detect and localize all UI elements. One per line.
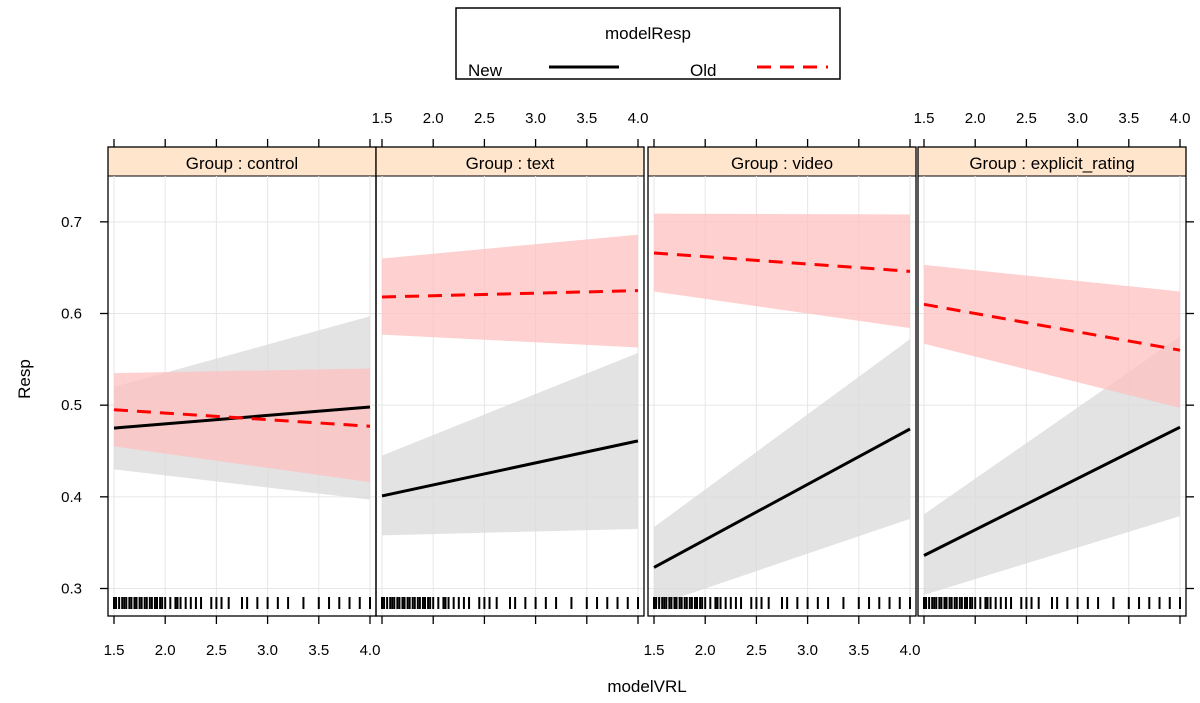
x-tick-label: 1.5 — [914, 110, 935, 127]
ci-band-old — [114, 368, 370, 483]
panel-border — [375, 146, 645, 617]
ci-band-old — [654, 213, 910, 329]
x-tick-label: 3.5 — [1118, 110, 1139, 127]
x-tick-label: 2.5 — [206, 642, 227, 659]
axes: 1.5 2.0 2.5 3.0 3.5 4.0 1.5 2.0 2.5 3.0 3.5 4.0 1.5 2… — [61, 110, 1194, 659]
panel-4: Group : explicit_rating — [917, 146, 1187, 617]
panel-3: Group : video — [647, 146, 917, 617]
x-tick-label: 3.0 — [1067, 110, 1088, 127]
ci-band-new — [382, 352, 638, 536]
panel-strip — [917, 146, 1187, 177]
x-tick-label: 2.0 — [695, 642, 716, 659]
y-tick-label: 0.5 — [61, 397, 82, 414]
panel-strip-label: Group : video — [731, 154, 833, 173]
series-line-old — [653, 251, 911, 273]
ci-band-new — [924, 336, 1180, 595]
panels: Group : control Group : text Group : video… — [107, 146, 1187, 617]
x-tick-label: 1.5 — [372, 110, 393, 127]
series-line-old — [113, 408, 371, 428]
ci-band-old — [924, 264, 1180, 408]
x-tick-label: 4.0 — [900, 642, 921, 659]
x-tick-label: 2.5 — [1016, 110, 1037, 127]
x-axis-label: modelVRL — [607, 677, 686, 696]
panel-border — [647, 146, 917, 617]
x-tick-label: 1.5 — [104, 642, 125, 659]
panel-1: Group : control — [107, 146, 377, 617]
x-tick-label: 3.5 — [308, 642, 329, 659]
ci-band-old — [382, 234, 638, 348]
series-line-old — [923, 302, 1181, 352]
x-tick-label: 2.5 — [474, 110, 495, 127]
panel-border — [917, 146, 1187, 617]
series-line-new — [381, 439, 639, 498]
legend-box — [455, 7, 841, 80]
legend-title: modelResp — [605, 24, 691, 43]
x-tick-label: 3.0 — [257, 642, 278, 659]
x-tick-label: 4.0 — [628, 110, 649, 127]
x-tick-label: 3.5 — [848, 642, 869, 659]
x-tick-label: 2.0 — [423, 110, 444, 127]
x-tick-label: 4.0 — [1170, 110, 1191, 127]
y-axis-label: Resp — [15, 359, 34, 399]
x-tick-label: 3.5 — [576, 110, 597, 127]
x-tick-label: 4.0 — [360, 642, 381, 659]
series-line-new — [923, 425, 1181, 557]
legend: modelResp New Old — [455, 7, 841, 80]
series-line-new — [653, 427, 911, 569]
panel-strip-label: Group : explicit_rating — [969, 154, 1134, 173]
panel-2: Group : text — [375, 146, 645, 617]
legend-label-new: New — [468, 61, 503, 80]
x-tick-label: 3.0 — [525, 110, 546, 127]
x-tick-label: 1.5 — [644, 642, 665, 659]
panel-strip-label: Group : control — [186, 154, 298, 173]
y-tick-label: 0.4 — [61, 489, 82, 506]
y-tick-label: 0.6 — [61, 306, 82, 323]
x-tick-label: 2.0 — [155, 642, 176, 659]
legend-label-old: Old — [690, 61, 716, 80]
x-tick-label: 2.5 — [746, 642, 767, 659]
x-tick-label: 3.0 — [797, 642, 818, 659]
ci-band-new — [654, 339, 910, 606]
y-tick-label: 0.7 — [61, 214, 82, 231]
series-line-old — [381, 289, 639, 299]
panel-strip-label: Group : text — [466, 154, 555, 173]
y-tick-label: 0.3 — [61, 581, 82, 598]
x-tick-label: 2.0 — [965, 110, 986, 127]
